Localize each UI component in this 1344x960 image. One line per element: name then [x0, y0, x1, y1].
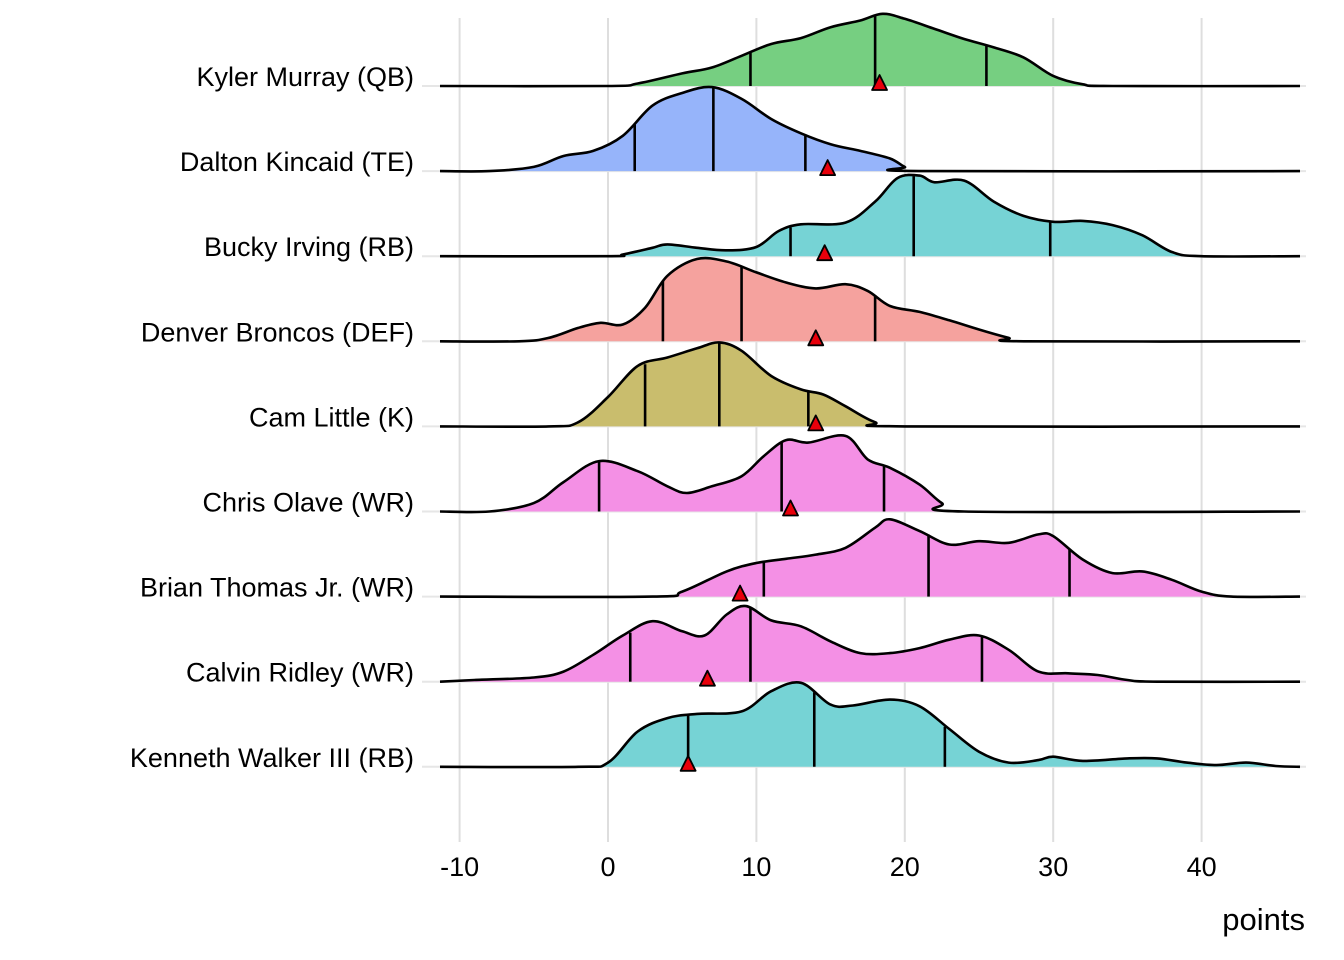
ridge-fill — [440, 682, 1300, 768]
y-axis-label: Chris Olave (WR) — [202, 488, 414, 518]
ridge-fill — [440, 258, 1300, 342]
projection-marker — [699, 669, 716, 687]
x-axis-ticks: -10 0 10 20 30 40 — [440, 852, 1217, 882]
y-axis-label: Denver Broncos (DEF) — [141, 317, 414, 347]
projection-marker — [871, 74, 888, 91]
projection-marker — [816, 244, 834, 262]
y-axis-label: Cam Little (K) — [249, 402, 414, 432]
projection-marker — [679, 754, 697, 772]
ridge-series — [439, 517, 1301, 602]
projection-marker — [782, 499, 799, 517]
x-tick-label: 0 — [600, 852, 615, 882]
x-tick-label: -10 — [440, 852, 479, 882]
projection-marker — [807, 414, 825, 432]
ridge-fill — [440, 86, 1300, 172]
ridge-fill — [440, 519, 1300, 597]
ridge-series — [439, 256, 1301, 347]
x-tick-label: 30 — [1038, 852, 1068, 882]
ridge-fill — [440, 435, 1300, 513]
ridge-series — [439, 173, 1301, 262]
ridge-fill — [440, 174, 1300, 257]
ridge-outline — [439, 604, 1301, 684]
y-axis-label: Calvin Ridley (WR) — [186, 658, 414, 688]
ridge-outline — [439, 85, 1301, 173]
ridge-fill — [440, 342, 1300, 427]
ridge-series — [439, 12, 1301, 91]
projection-marker — [819, 159, 837, 176]
y-axis-labels: Kyler Murray (QB) Dalton Kincaid (TE) Buck… — [130, 62, 414, 773]
ridge-series — [439, 604, 1301, 687]
y-axis-label: Kenneth Walker III (RB) — [130, 743, 414, 773]
ridge-outline — [439, 517, 1301, 599]
x-tick-label: 10 — [741, 852, 771, 882]
ridge-fill — [440, 605, 1300, 682]
ridge-outline — [439, 256, 1301, 343]
ridge-fill — [440, 13, 1300, 87]
ridge-series — [439, 434, 1301, 517]
y-axis-label: Kyler Murray (QB) — [196, 62, 414, 92]
ridge-outline — [439, 341, 1301, 429]
ridge-series — [439, 681, 1301, 772]
y-axis-label: Brian Thomas Jr. (WR) — [140, 573, 414, 603]
x-tick-label: 20 — [890, 852, 920, 882]
ridge-series — [439, 341, 1301, 432]
ridge-outline — [439, 12, 1301, 88]
ridge-outline — [439, 173, 1301, 258]
x-tick-label: 40 — [1187, 852, 1217, 882]
ridge-outline — [439, 434, 1301, 514]
ridge-series — [439, 85, 1301, 176]
y-axis-label: Bucky Irving (RB) — [204, 232, 414, 262]
x-axis-title: points — [1222, 902, 1305, 937]
ridge-outline — [439, 681, 1301, 769]
y-axis-label: Dalton Kincaid (TE) — [180, 147, 414, 177]
projection-marker — [807, 329, 825, 347]
ridges — [439, 12, 1301, 772]
projection-marker — [731, 584, 749, 602]
